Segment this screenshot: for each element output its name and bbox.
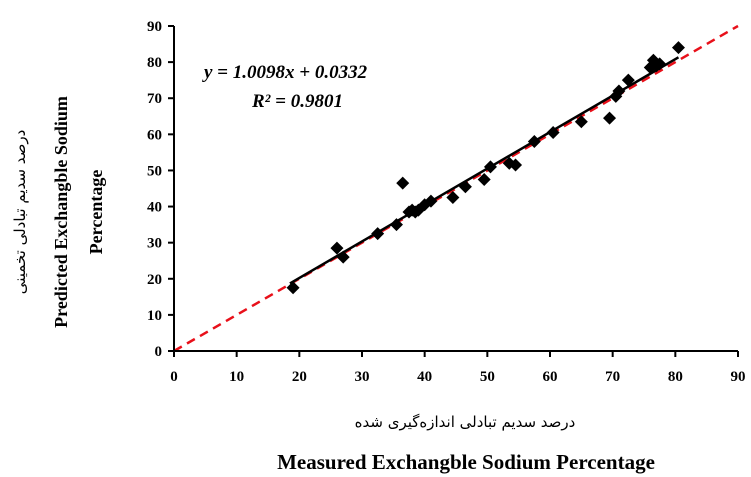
data-point	[371, 227, 385, 241]
r-squared-label: R² = 0.9801	[251, 91, 343, 112]
y-tick-label: 0	[155, 344, 163, 360]
data-point	[612, 84, 626, 98]
data-point	[574, 115, 588, 129]
data-point	[527, 135, 541, 149]
y-axis-label-line2: Percentage	[86, 170, 106, 255]
data-point	[603, 111, 617, 125]
y-tick-label: 50	[147, 163, 162, 179]
y-tick-label: 40	[147, 200, 162, 216]
x-tick-label: 50	[480, 369, 495, 385]
x-tick-label: 30	[355, 369, 370, 385]
data-point	[621, 73, 635, 87]
data-point	[424, 194, 438, 208]
data-point	[389, 218, 403, 232]
x-tick-label: 20	[292, 369, 307, 385]
y-tick-label: 80	[147, 55, 162, 71]
y-tick-label: 10	[147, 308, 162, 324]
data-point	[509, 158, 523, 172]
y-tick-label: 60	[147, 127, 162, 143]
x-axis-label-persian: درصد سدیم تبادلی اندازه‌گیری شده	[355, 413, 576, 431]
y-axis-label-persian: درصد سدیم تبادلی تخمینی	[11, 130, 29, 295]
x-tick-label: 90	[731, 369, 746, 385]
data-point	[546, 126, 560, 140]
data-point	[671, 41, 685, 55]
data-point	[396, 176, 410, 190]
tick-labels: 0 10 20 30 40 50 60 70 80 90 0 10 20 30 40 50 60 70 80 90	[147, 19, 746, 385]
x-tick-label: 70	[605, 369, 620, 385]
data-point	[330, 241, 344, 255]
reference-line-1-to-1	[173, 24, 739, 353]
x-tick-label: 40	[417, 369, 432, 385]
y-tick-label: 30	[147, 236, 162, 252]
data-point	[477, 172, 491, 186]
y-tick-label: 20	[147, 272, 162, 288]
data-point	[483, 160, 497, 174]
x-axis-label: Measured Exchangble Sodium Percentage	[277, 450, 655, 474]
data-point	[653, 57, 667, 71]
x-tick-label: 60	[543, 369, 558, 385]
regression-equation: y = 1.0098x + 0.0332	[202, 62, 368, 83]
data-point	[336, 250, 350, 264]
y-tick-label: 70	[147, 91, 162, 107]
data-point	[446, 191, 460, 205]
axes	[173, 26, 738, 352]
x-tick-label: 10	[229, 369, 244, 385]
y-tick-label: 90	[147, 19, 162, 35]
y-axis-label: Predicted Exchangble Sodium	[51, 96, 71, 328]
data-point	[286, 281, 300, 295]
x-tick-label: 80	[668, 369, 683, 385]
x-tick-label: 0	[170, 369, 178, 385]
data-point	[458, 180, 472, 194]
plot-area	[173, 24, 739, 353]
